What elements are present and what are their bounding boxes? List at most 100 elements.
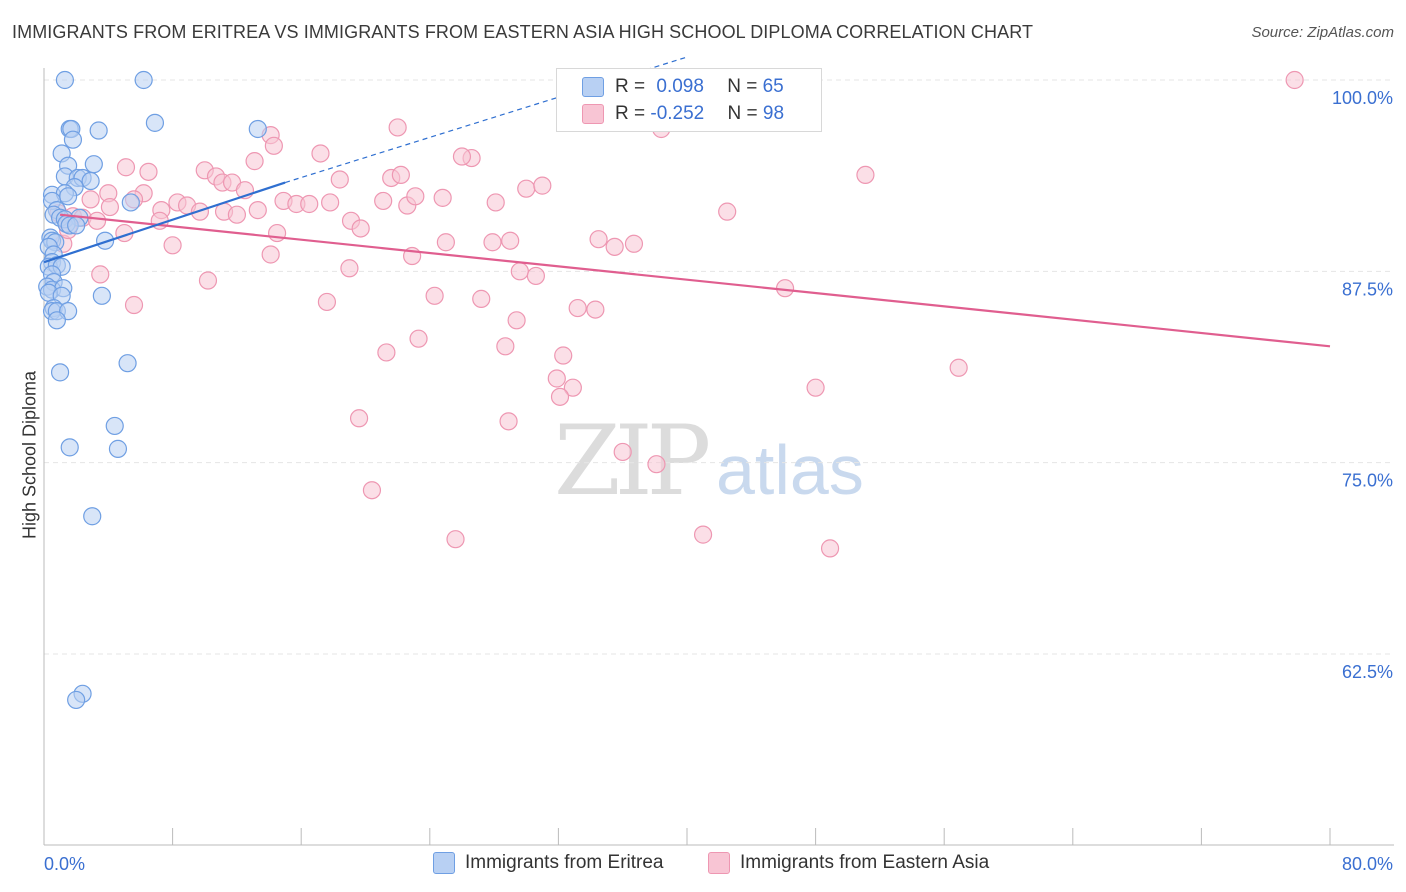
data-point (391, 165, 410, 185)
data-point (87, 211, 107, 230)
data-point (563, 378, 582, 397)
data-point (95, 231, 115, 250)
data-point (377, 343, 396, 362)
data-point (718, 202, 737, 221)
data-point (605, 237, 624, 256)
chart-title: IMMIGRANTS FROM ERITREA VS IMMIGRANTS FR… (12, 22, 1034, 42)
data-point (510, 262, 529, 281)
data-point (351, 219, 370, 238)
data-point (409, 329, 428, 348)
data-point (89, 121, 108, 140)
data-point (55, 70, 74, 90)
data-point (568, 298, 587, 318)
data-point (134, 70, 153, 90)
data-point (526, 266, 545, 286)
data-point (425, 286, 444, 305)
pink-swatch (582, 104, 604, 124)
data-point (248, 119, 267, 139)
y-tick-label: 62.5% (1342, 662, 1393, 682)
data-point (446, 530, 465, 549)
data-point (105, 416, 124, 436)
watermark-zip: ZIP (554, 405, 711, 517)
y-axis-label: High School Diploma (19, 370, 40, 540)
data-point (248, 201, 267, 220)
tick-labels: 100.0% 87.5% 75.0% 62.5% 0.0% 80.0% (44, 88, 1393, 874)
blue-swatch (433, 852, 455, 874)
data-point (139, 162, 158, 181)
trend-line-eritrea (43, 181, 286, 264)
data-point (856, 165, 875, 185)
data-point (554, 346, 573, 365)
pink-swatch (708, 852, 730, 874)
data-point (59, 187, 78, 206)
data-point (507, 311, 526, 330)
data-point (163, 236, 182, 255)
data-point (124, 295, 144, 315)
data-point (362, 481, 382, 500)
data-point (647, 455, 666, 474)
data-point (820, 539, 840, 558)
data-point (67, 690, 86, 710)
data-point (91, 265, 110, 284)
data-point (806, 378, 825, 397)
y-tick-label: 100.0% (1332, 88, 1393, 108)
data-point (300, 194, 319, 214)
data-point (100, 197, 120, 217)
x-tick-label: 0.0% (44, 854, 85, 874)
data-point (317, 292, 337, 312)
data-point (330, 170, 349, 189)
watermark-atlas: atlas (716, 431, 864, 509)
data-point (586, 300, 605, 319)
data-point (311, 144, 330, 163)
data-point (624, 234, 644, 253)
legend-item-eritrea[interactable]: Immigrants from Eritrea (433, 852, 663, 874)
data-point (547, 369, 566, 388)
legend-label: Immigrants from Eastern Asia (740, 852, 990, 873)
data-point (949, 358, 968, 377)
data-point (118, 354, 137, 373)
data-point (264, 136, 283, 155)
trend-lines (43, 56, 1331, 348)
data-point (613, 442, 632, 462)
data-point (436, 233, 455, 252)
data-point (261, 245, 280, 264)
legend-item-eastern-asia[interactable]: Immigrants from Eastern Asia (708, 852, 989, 874)
data-point (145, 113, 165, 132)
source-credit: Source: ZipAtlas.com (1251, 24, 1394, 41)
data-point (483, 233, 502, 252)
data-point (1285, 70, 1304, 90)
data-point (374, 191, 393, 211)
n-label: N = (727, 76, 763, 97)
n-value: 65 (762, 76, 784, 97)
data-point (47, 311, 66, 330)
r-value: -0.252 (650, 103, 705, 124)
data-point (550, 387, 570, 406)
data-point (433, 188, 452, 207)
data-point (63, 130, 83, 149)
r-label: R = (615, 103, 651, 124)
data-point (227, 205, 246, 224)
data-point (321, 193, 340, 212)
legend-label: Immigrants from Eritrea (465, 852, 664, 873)
r-value: 0.098 (656, 76, 704, 97)
trend-line-eritrea-extension (284, 56, 688, 184)
data-point (67, 216, 86, 235)
data-point (84, 155, 103, 174)
data-point (245, 152, 264, 171)
data-point (81, 171, 100, 191)
stats-legend: R = 0.098 N = 65 R = -0.252 N = 98 (556, 68, 822, 132)
blue-swatch (582, 77, 604, 97)
data-point (496, 337, 515, 356)
data-point (388, 118, 407, 137)
pink-series-points (49, 67, 1304, 558)
data-point (108, 439, 128, 458)
series-legend: Immigrants from Eritrea Immigrants from … (0, 852, 1406, 878)
x-tick-label: 80.0% (1342, 854, 1393, 874)
data-point (81, 190, 100, 209)
data-point (517, 179, 536, 198)
data-point (50, 363, 70, 382)
n-value: 98 (762, 103, 785, 124)
data-point (452, 147, 472, 166)
data-point (499, 412, 518, 431)
